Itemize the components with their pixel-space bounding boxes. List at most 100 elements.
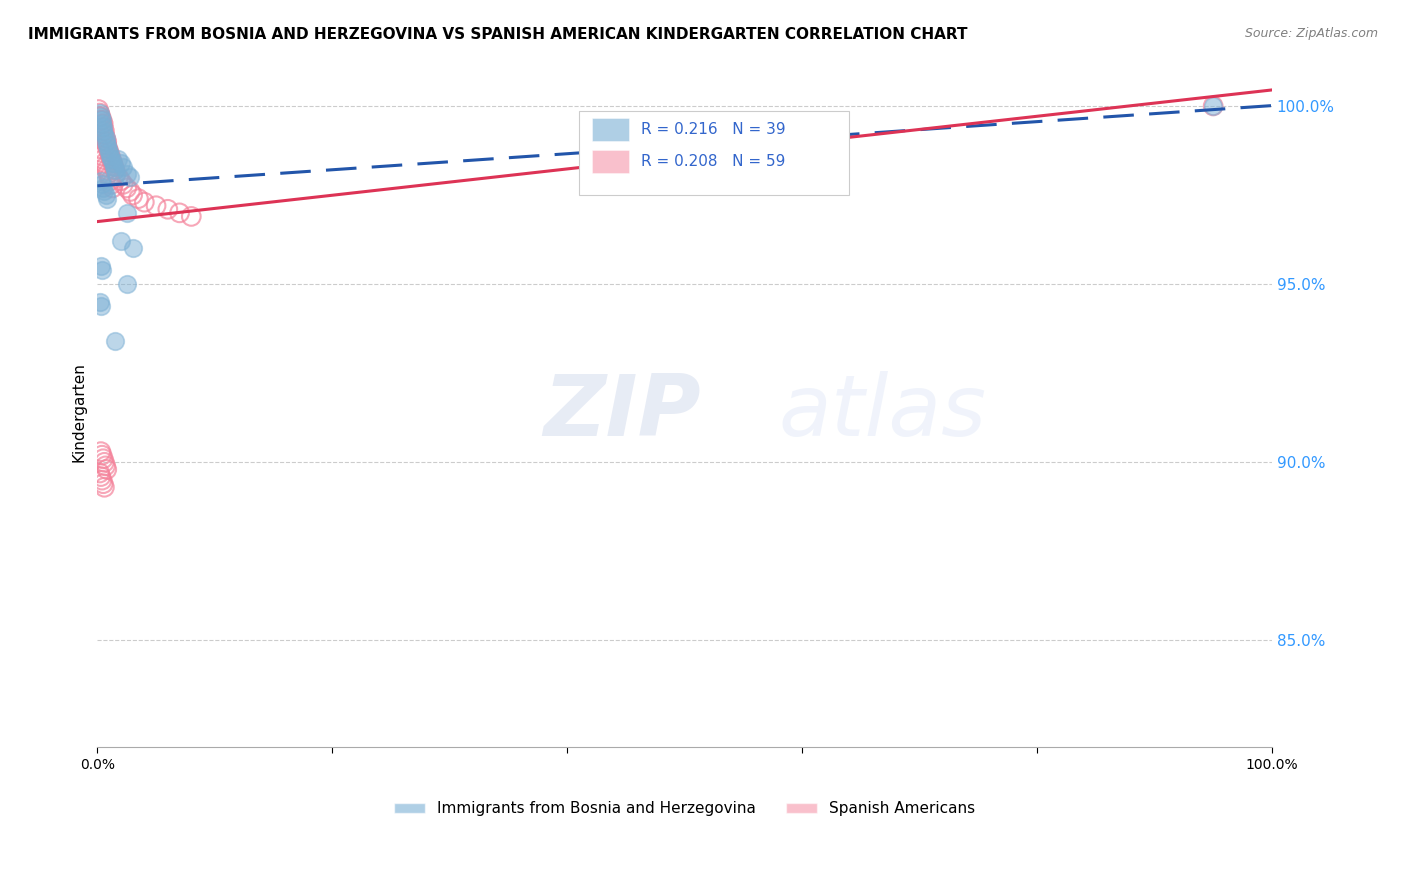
Point xyxy=(89,110,111,124)
Point xyxy=(121,242,143,256)
Point xyxy=(91,473,114,487)
Text: Source: ZipAtlas.com: Source: ZipAtlas.com xyxy=(1244,27,1378,40)
Point xyxy=(127,192,149,206)
Point xyxy=(89,142,111,156)
Point xyxy=(94,131,117,145)
Text: atlas: atlas xyxy=(779,371,987,454)
Point xyxy=(90,110,112,124)
Point xyxy=(98,145,121,160)
Point xyxy=(112,160,135,174)
Point xyxy=(145,199,167,213)
Point xyxy=(91,113,114,128)
Point xyxy=(94,135,117,149)
Point xyxy=(91,120,114,135)
Point xyxy=(115,206,138,220)
Text: IMMIGRANTS FROM BOSNIA AND HERZEGOVINA VS SPANISH AMERICAN KINDERGARTEN CORRELAT: IMMIGRANTS FROM BOSNIA AND HERZEGOVINA V… xyxy=(28,27,967,42)
Point xyxy=(96,192,118,206)
Point xyxy=(105,167,128,181)
Point xyxy=(89,295,111,310)
Point xyxy=(91,117,114,131)
Text: R = 0.216   N = 39: R = 0.216 N = 39 xyxy=(641,122,786,137)
Point xyxy=(104,334,127,348)
Point xyxy=(91,181,114,195)
Point xyxy=(134,195,156,210)
Point xyxy=(107,153,129,167)
Point xyxy=(90,145,112,160)
Point xyxy=(180,210,202,224)
Point xyxy=(90,110,112,124)
Point xyxy=(90,260,112,274)
Point xyxy=(169,206,191,220)
Point xyxy=(90,444,112,458)
Point xyxy=(121,188,143,202)
Point xyxy=(110,235,132,249)
Point xyxy=(1202,99,1225,113)
FancyBboxPatch shape xyxy=(592,150,630,172)
Point xyxy=(87,103,110,117)
Point xyxy=(94,135,117,149)
Point xyxy=(90,299,112,313)
Point xyxy=(115,277,138,292)
Point xyxy=(98,149,121,163)
Point xyxy=(91,451,114,466)
Point xyxy=(98,170,121,185)
Point xyxy=(94,188,117,202)
Point xyxy=(96,135,118,149)
Point xyxy=(91,124,114,138)
Point xyxy=(93,128,115,142)
Y-axis label: Kindergarten: Kindergarten xyxy=(72,362,86,462)
Point xyxy=(91,448,114,462)
Point xyxy=(96,138,118,153)
Point xyxy=(93,124,115,138)
Point xyxy=(94,131,117,145)
Point xyxy=(115,181,138,195)
Point xyxy=(91,476,114,491)
Point xyxy=(104,163,127,178)
Point xyxy=(120,170,142,185)
Point xyxy=(110,174,132,188)
Point xyxy=(91,117,114,131)
Point xyxy=(101,156,124,170)
Point xyxy=(100,178,122,192)
Point xyxy=(89,466,111,480)
Point xyxy=(101,156,124,170)
Point xyxy=(94,458,117,473)
Point xyxy=(96,462,118,476)
Point xyxy=(91,117,114,131)
Point xyxy=(103,160,125,174)
Point xyxy=(104,163,127,178)
Point xyxy=(91,178,114,192)
Point xyxy=(115,167,138,181)
Point xyxy=(93,455,115,469)
Legend: Immigrants from Bosnia and Herzegovina, Spanish Americans: Immigrants from Bosnia and Herzegovina, … xyxy=(388,796,981,822)
Point xyxy=(98,149,121,163)
Point xyxy=(100,153,122,167)
Point xyxy=(105,167,128,181)
Point xyxy=(97,167,120,181)
Point xyxy=(112,178,135,192)
Point xyxy=(93,156,115,170)
Point xyxy=(103,160,125,174)
Point xyxy=(90,174,112,188)
Point xyxy=(91,149,114,163)
Point xyxy=(93,480,115,494)
Point xyxy=(97,142,120,156)
Point xyxy=(93,128,115,142)
Point xyxy=(1202,99,1225,113)
Point xyxy=(101,181,124,195)
Point xyxy=(91,120,114,135)
FancyBboxPatch shape xyxy=(592,119,630,141)
Point xyxy=(94,160,117,174)
Point xyxy=(91,113,114,128)
FancyBboxPatch shape xyxy=(579,111,849,194)
Point xyxy=(90,113,112,128)
Point xyxy=(93,185,115,199)
Point xyxy=(107,170,129,185)
Point xyxy=(90,469,112,483)
Point xyxy=(97,142,120,156)
Point xyxy=(98,174,121,188)
Point xyxy=(156,202,179,217)
Point xyxy=(89,106,111,120)
Point xyxy=(110,156,132,170)
Point xyxy=(120,185,142,199)
